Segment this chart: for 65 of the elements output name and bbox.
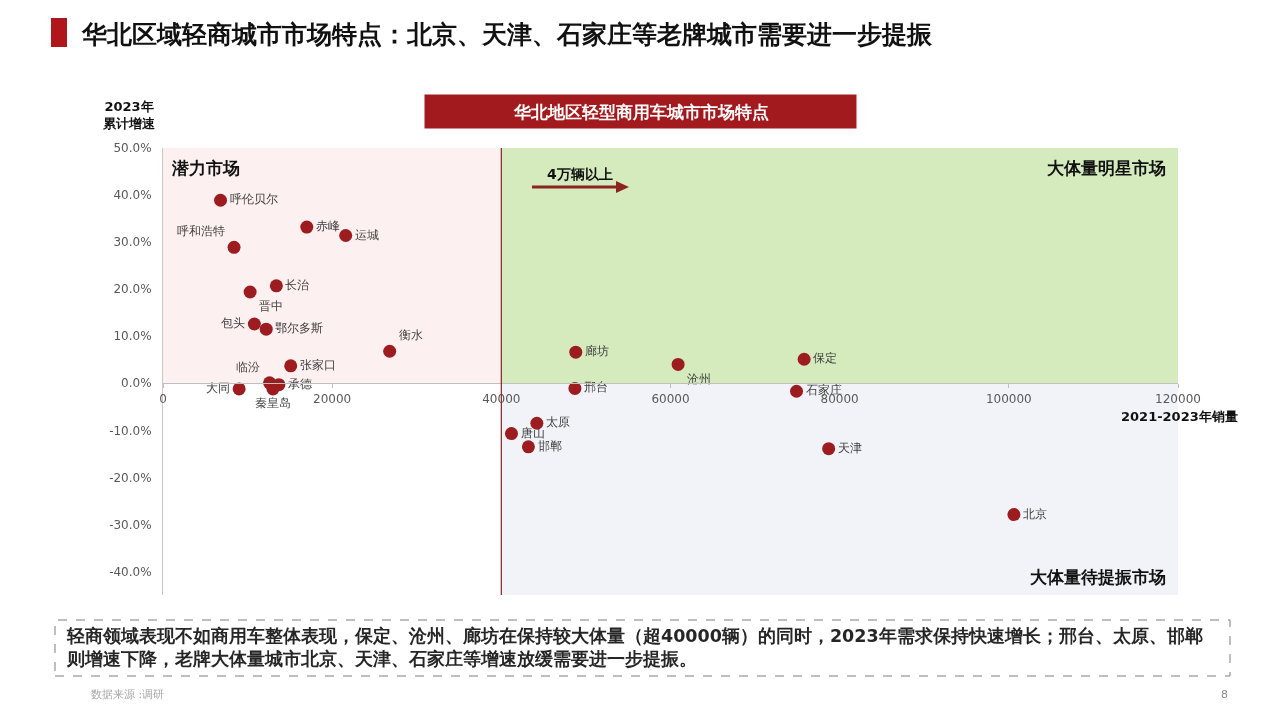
point xyxy=(243,285,257,299)
point xyxy=(797,352,811,366)
series-label: 赤峰 xyxy=(315,219,340,234)
y-tick-label: 50.0% xyxy=(113,141,152,156)
x-tick-label: 60000 xyxy=(651,391,690,406)
text: 轻商领域表现不如商用车整体表现，保定、沧州、廊坊在保持较大体量（超40000辆）的同时，2023年需求保持快速增长；邢台、太原、邯郸则增速下降，老牌大体量城市北京、天津、石家庄等增速放缓需要进一步提振。 xyxy=(66,626,1203,669)
band-label: 大体量明星市场 xyxy=(1047,158,1166,178)
series-label: 邯郸 xyxy=(537,438,562,453)
series-label: 天津 xyxy=(837,440,862,455)
y-tick-label: -40.0% xyxy=(109,564,152,579)
point xyxy=(232,382,246,396)
annotation: 4万辆以上 xyxy=(547,166,613,182)
series-label: 长治 xyxy=(285,277,310,292)
text: 8 xyxy=(1221,688,1228,701)
series-label: 呼伦贝尔 xyxy=(229,192,278,207)
point xyxy=(822,442,836,456)
y-tick-label: 30.0% xyxy=(113,235,152,250)
point xyxy=(339,229,353,243)
point xyxy=(227,240,241,254)
x-axis-title: 2021-2023年销量 xyxy=(1121,409,1238,424)
source-note: 数据来源 :调研 xyxy=(91,688,165,701)
point xyxy=(300,220,314,234)
point xyxy=(569,345,583,359)
point xyxy=(521,440,535,454)
y-tick-label: 20.0% xyxy=(113,282,152,297)
x-tick-label: 0 xyxy=(159,391,167,406)
series-label: 秦皇岛 xyxy=(254,396,291,411)
series-label: 北京 xyxy=(1023,506,1048,521)
point xyxy=(790,384,804,398)
series-label: 张家口 xyxy=(299,357,336,372)
point xyxy=(269,279,283,293)
point xyxy=(284,359,298,373)
band-label: 潜力市场 xyxy=(171,158,240,178)
chart-title: 华北区域轻商城市市场特点：北京、天津、石家庄等老牌城市需要进一步提振 xyxy=(81,19,933,49)
y-tick-label: 10.0% xyxy=(113,329,152,344)
y-tick-label: -20.0% xyxy=(109,470,152,485)
point xyxy=(1007,508,1021,522)
series-label: 廊坊 xyxy=(584,344,609,359)
series-label: 运城 xyxy=(354,227,379,242)
y-axis-title: 2023年累计增速 xyxy=(102,99,156,131)
series-label: 晋中 xyxy=(259,299,284,314)
series-label: 唐山 xyxy=(520,425,545,440)
y-tick-label: 0.0% xyxy=(121,376,152,391)
point xyxy=(568,381,582,395)
y-tick-label: 40.0% xyxy=(113,188,152,203)
y-tick-label: -10.0% xyxy=(109,423,152,438)
point xyxy=(504,427,518,441)
point xyxy=(383,344,397,358)
series-label: 呼和浩特 xyxy=(176,224,225,239)
y-tick-label: -30.0% xyxy=(109,517,152,532)
series-label: 包头 xyxy=(221,315,246,330)
point xyxy=(247,317,261,331)
series-label: 临汾 xyxy=(236,359,261,374)
series-label: 衡水 xyxy=(398,328,423,343)
point xyxy=(214,193,228,207)
point xyxy=(671,357,685,371)
series-label: 保定 xyxy=(813,351,838,366)
point xyxy=(259,322,273,336)
series-label: 太原 xyxy=(545,415,570,430)
x-tick-label: 120000 xyxy=(1155,391,1201,406)
series-label: 鄂尔多斯 xyxy=(275,321,324,336)
x-tick-label: 100000 xyxy=(985,391,1032,406)
chart-subtitle: 华北地区轻型商用车城市市场特点 xyxy=(512,101,769,122)
band-label: 大体量待提振市场 xyxy=(1030,567,1166,587)
x-tick-label: 20000 xyxy=(313,391,352,406)
